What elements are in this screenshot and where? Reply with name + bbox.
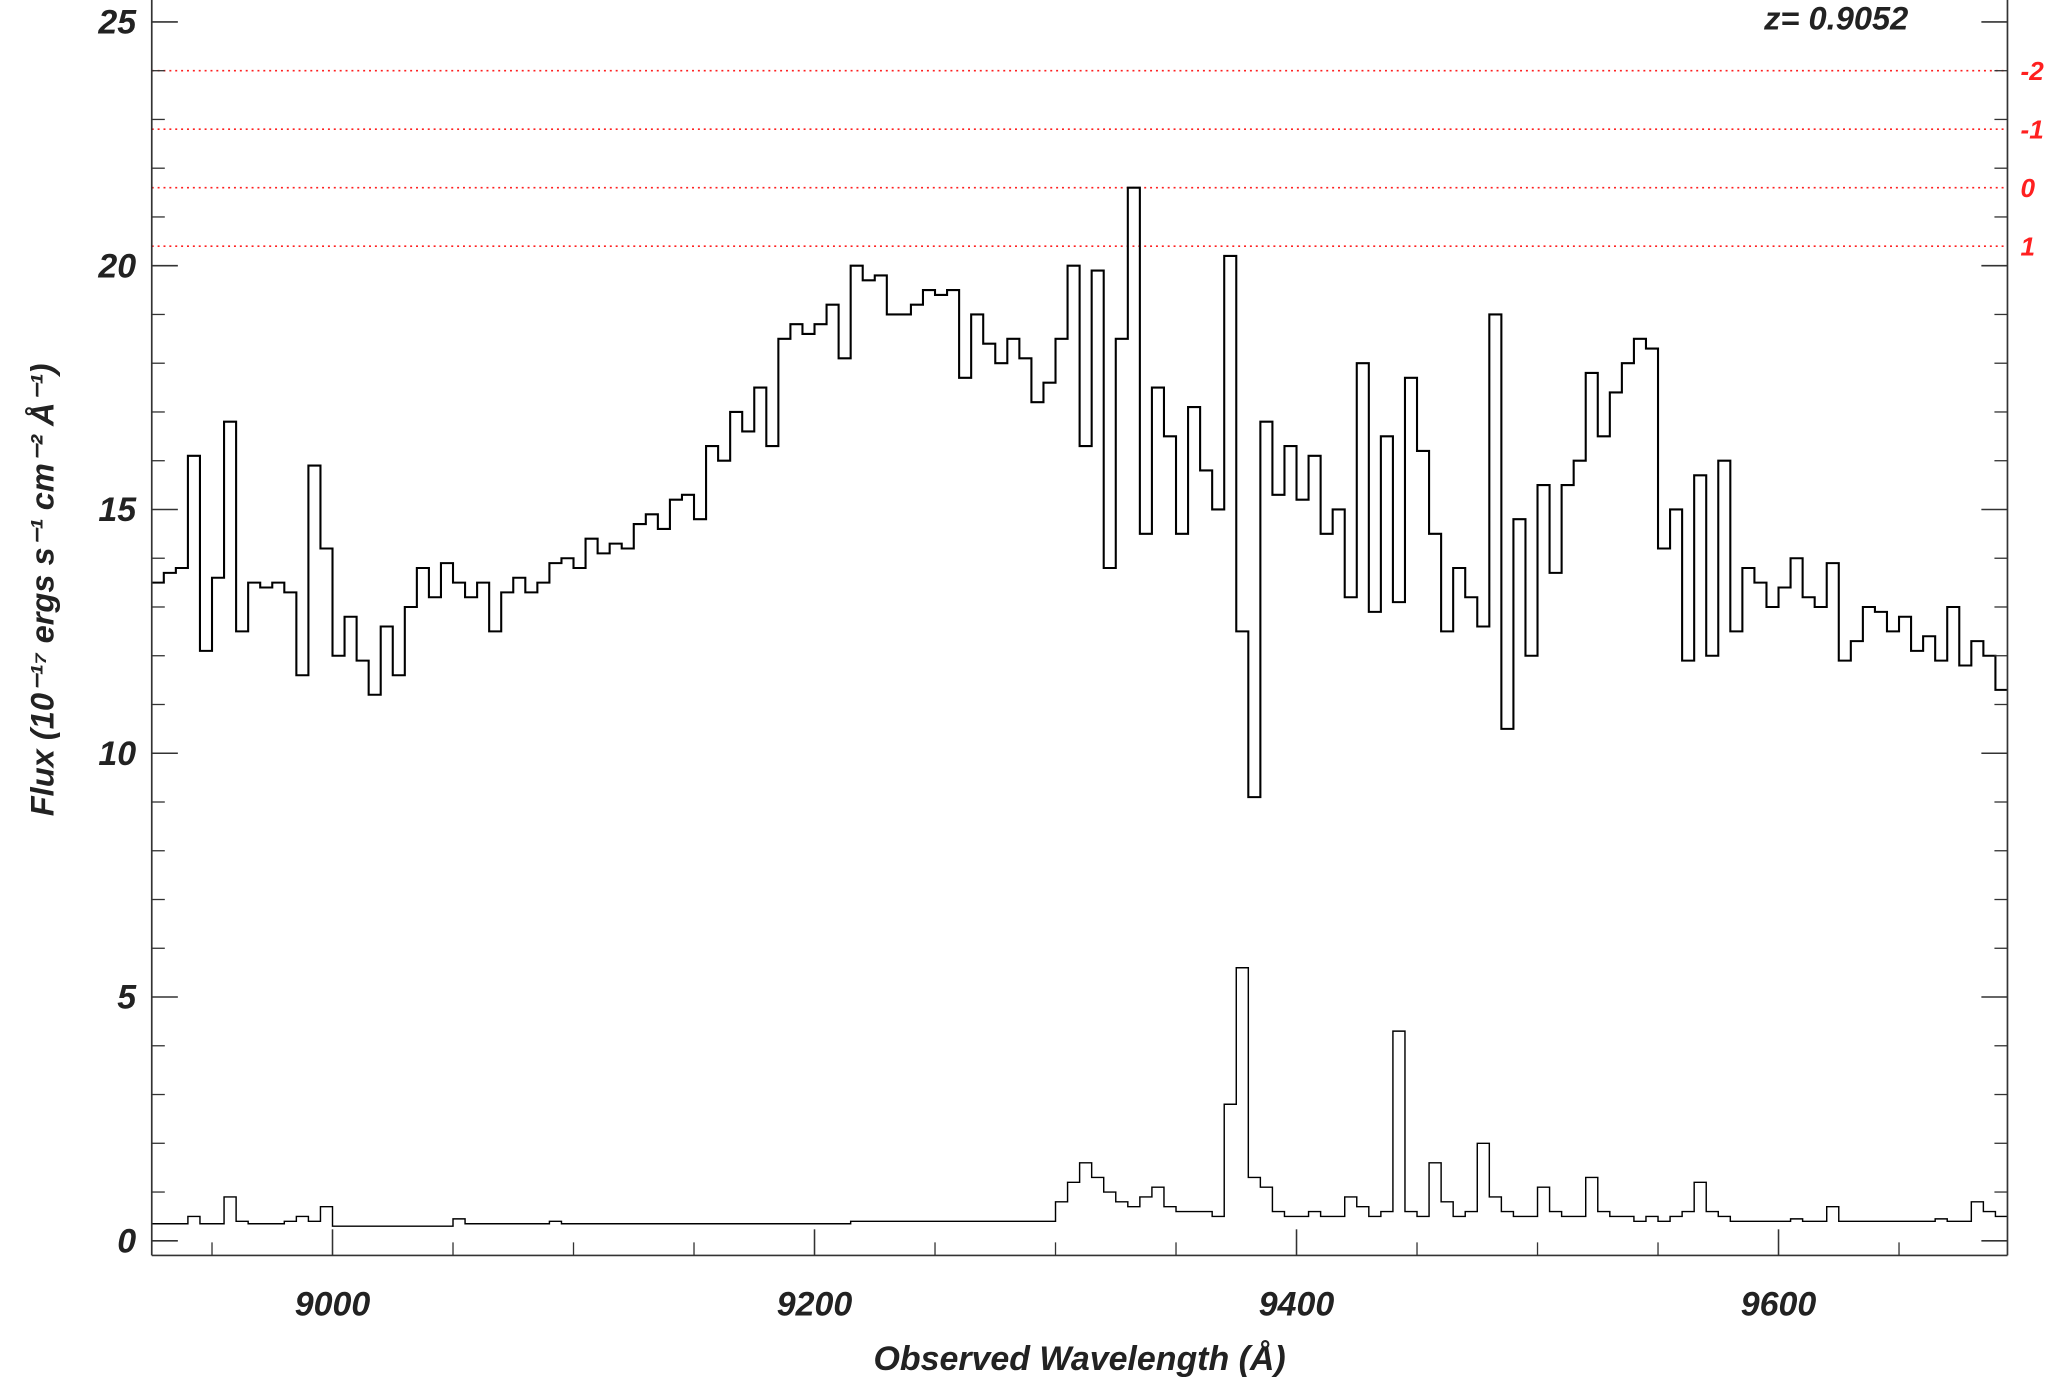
step-line — [151, 967, 2008, 1227]
y-tick-label: 0 — [117, 1222, 136, 1260]
y-tick-label: 5 — [117, 979, 137, 1017]
x-tick-label: 9000 — [295, 1285, 371, 1323]
y-tick-label: 15 — [98, 491, 137, 529]
x-tick-label: 9600 — [1741, 1285, 1817, 1323]
x-axis-title: Observed Wavelength (Å) — [874, 1340, 1286, 1378]
step-line — [151, 186, 2008, 799]
y-axis-title: Flux (10⁻¹⁷ ergs s⁻¹ cm⁻² Å⁻¹) — [23, 363, 60, 816]
reference-label: -1 — [2021, 115, 2044, 145]
x-tick-label: 9400 — [1259, 1285, 1335, 1323]
y-tick-label: 10 — [98, 735, 136, 773]
x-tick-label: 9200 — [777, 1285, 853, 1323]
annotation: z= 0.9052 — [1763, 0, 1908, 36]
reference-label: -2 — [2021, 56, 2045, 86]
y-tick-label: 20 — [97, 247, 136, 285]
y-tick-label: 25 — [97, 4, 137, 42]
reference-label: 1 — [2021, 232, 2036, 262]
reference-label: 0 — [2021, 173, 2036, 203]
